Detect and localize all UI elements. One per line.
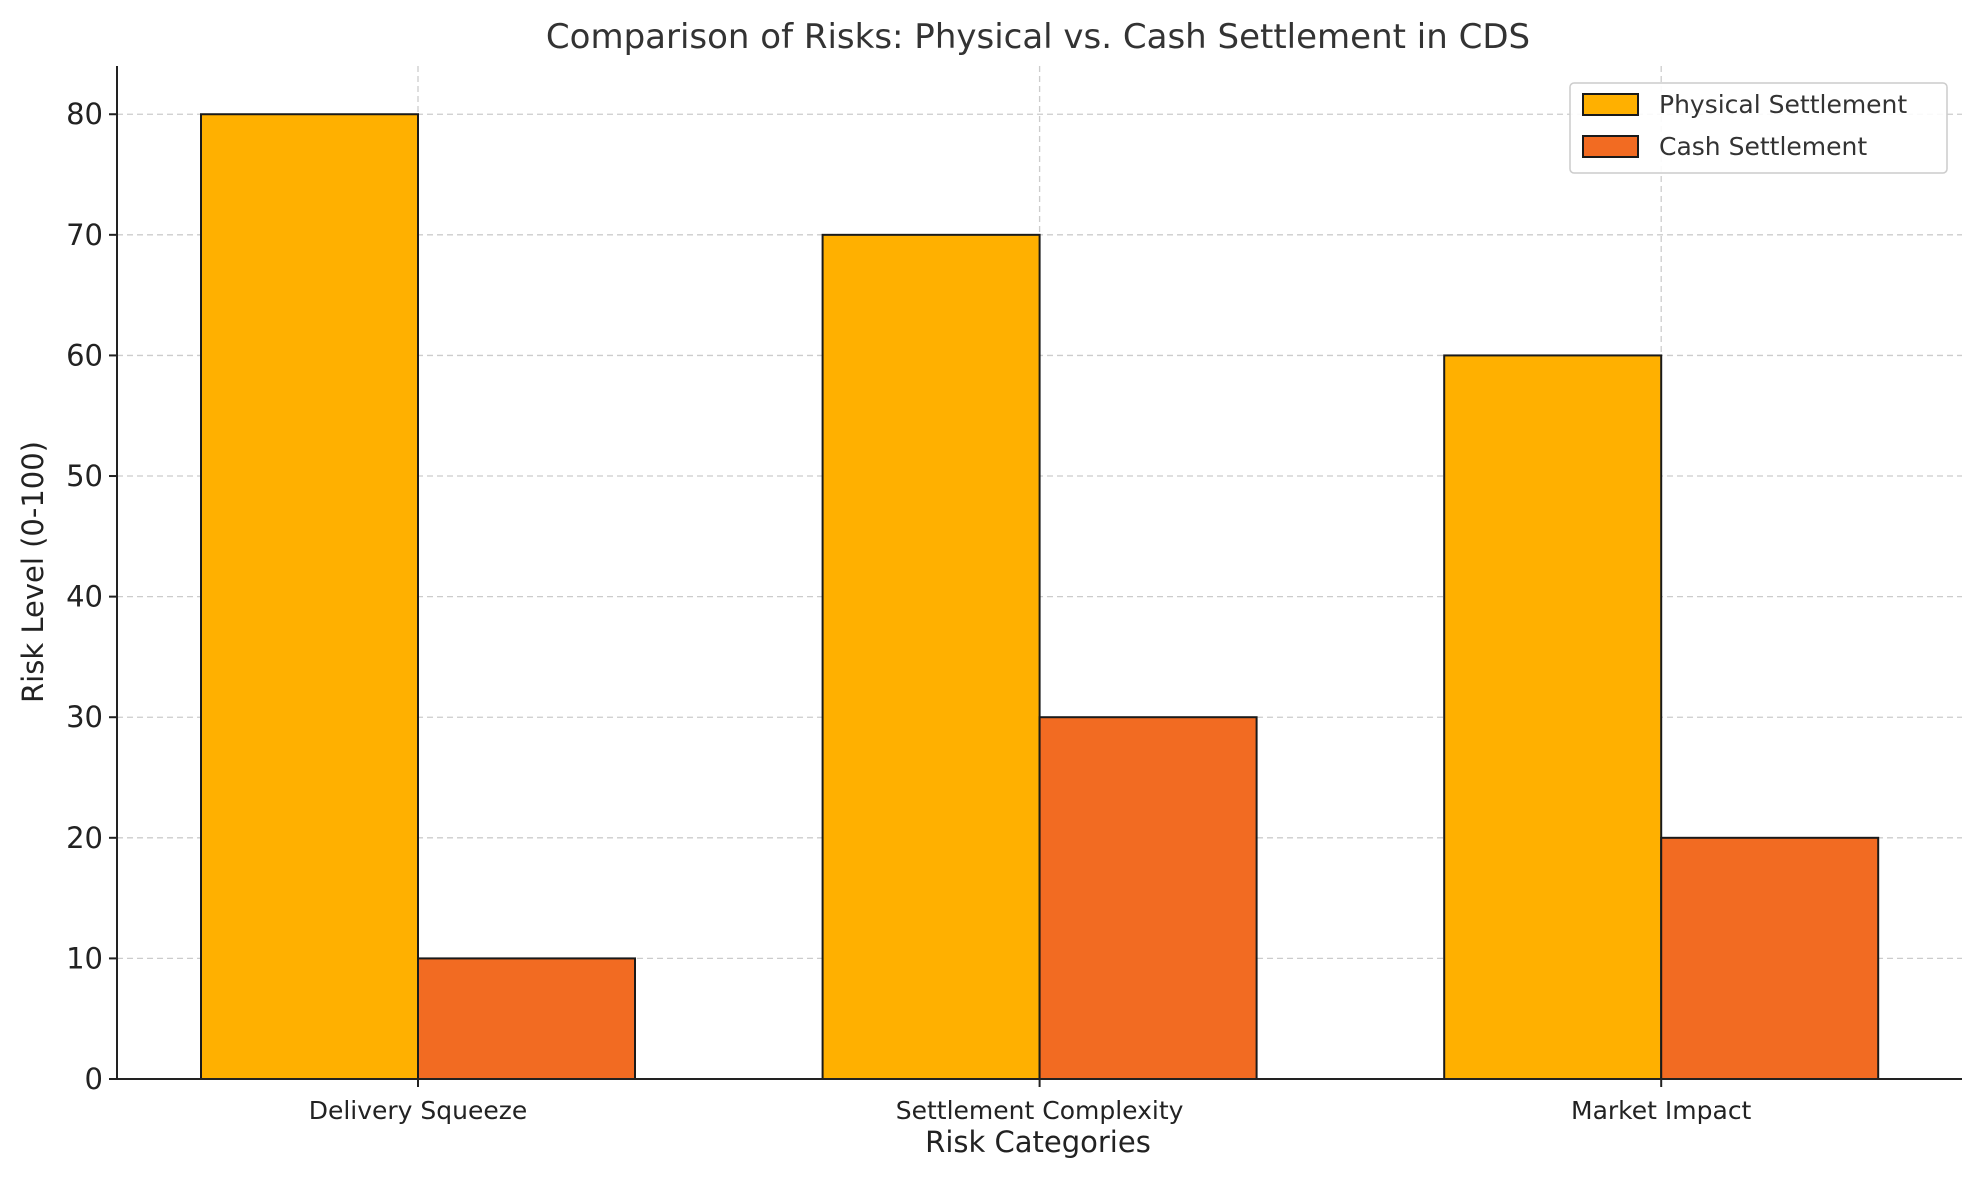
bar-physical-0 — [200, 113, 419, 1080]
legend-label-cash: Cash Settlement — [1659, 132, 1867, 161]
y-tick-label: 20 — [66, 821, 103, 855]
y-tick-label: 30 — [66, 700, 103, 734]
legend-label-physical: Physical Settlement — [1659, 90, 1907, 119]
y-tick-label: 0 — [85, 1062, 103, 1096]
y-ticks: 0 10 20 30 40 50 60 70 80 — [66, 97, 117, 1096]
y-tick-label: 70 — [66, 218, 103, 252]
legend-frame — [1569, 82, 1948, 174]
bar-physical-1 — [821, 233, 1041, 1081]
x-tick-label: Delivery Squeeze — [309, 1096, 528, 1125]
bar-cash-1 — [1038, 716, 1258, 1080]
x-axis-label: Risk Categories — [925, 1125, 1151, 1159]
x-tick-label: Settlement Complexity — [896, 1096, 1184, 1125]
bar-physical-2 — [1443, 354, 1663, 1080]
y-axis-label: Risk Level (0-100) — [16, 441, 50, 703]
y-tick-label: 60 — [66, 338, 103, 372]
x-tick-label: Market Impact — [1571, 1096, 1752, 1125]
y-tick-label: 40 — [66, 580, 103, 614]
y-tick-label: 50 — [66, 459, 103, 493]
y-tick-label: 10 — [66, 941, 103, 975]
y-tick-label: 80 — [66, 97, 103, 131]
bar-cash-0 — [417, 957, 636, 1081]
chart-title: Comparison of Risks: Physical vs. Cash S… — [546, 17, 1530, 57]
legend: Physical Settlement Cash Settlement — [1569, 82, 1948, 174]
x-ticks: Delivery Squeeze Settlement Complexity Mar… — [309, 1079, 1752, 1125]
bars — [200, 113, 1880, 1081]
legend-swatch-physical — [1582, 93, 1639, 116]
bar-cash-2 — [1660, 836, 1880, 1080]
legend-swatch-cash — [1582, 135, 1639, 158]
